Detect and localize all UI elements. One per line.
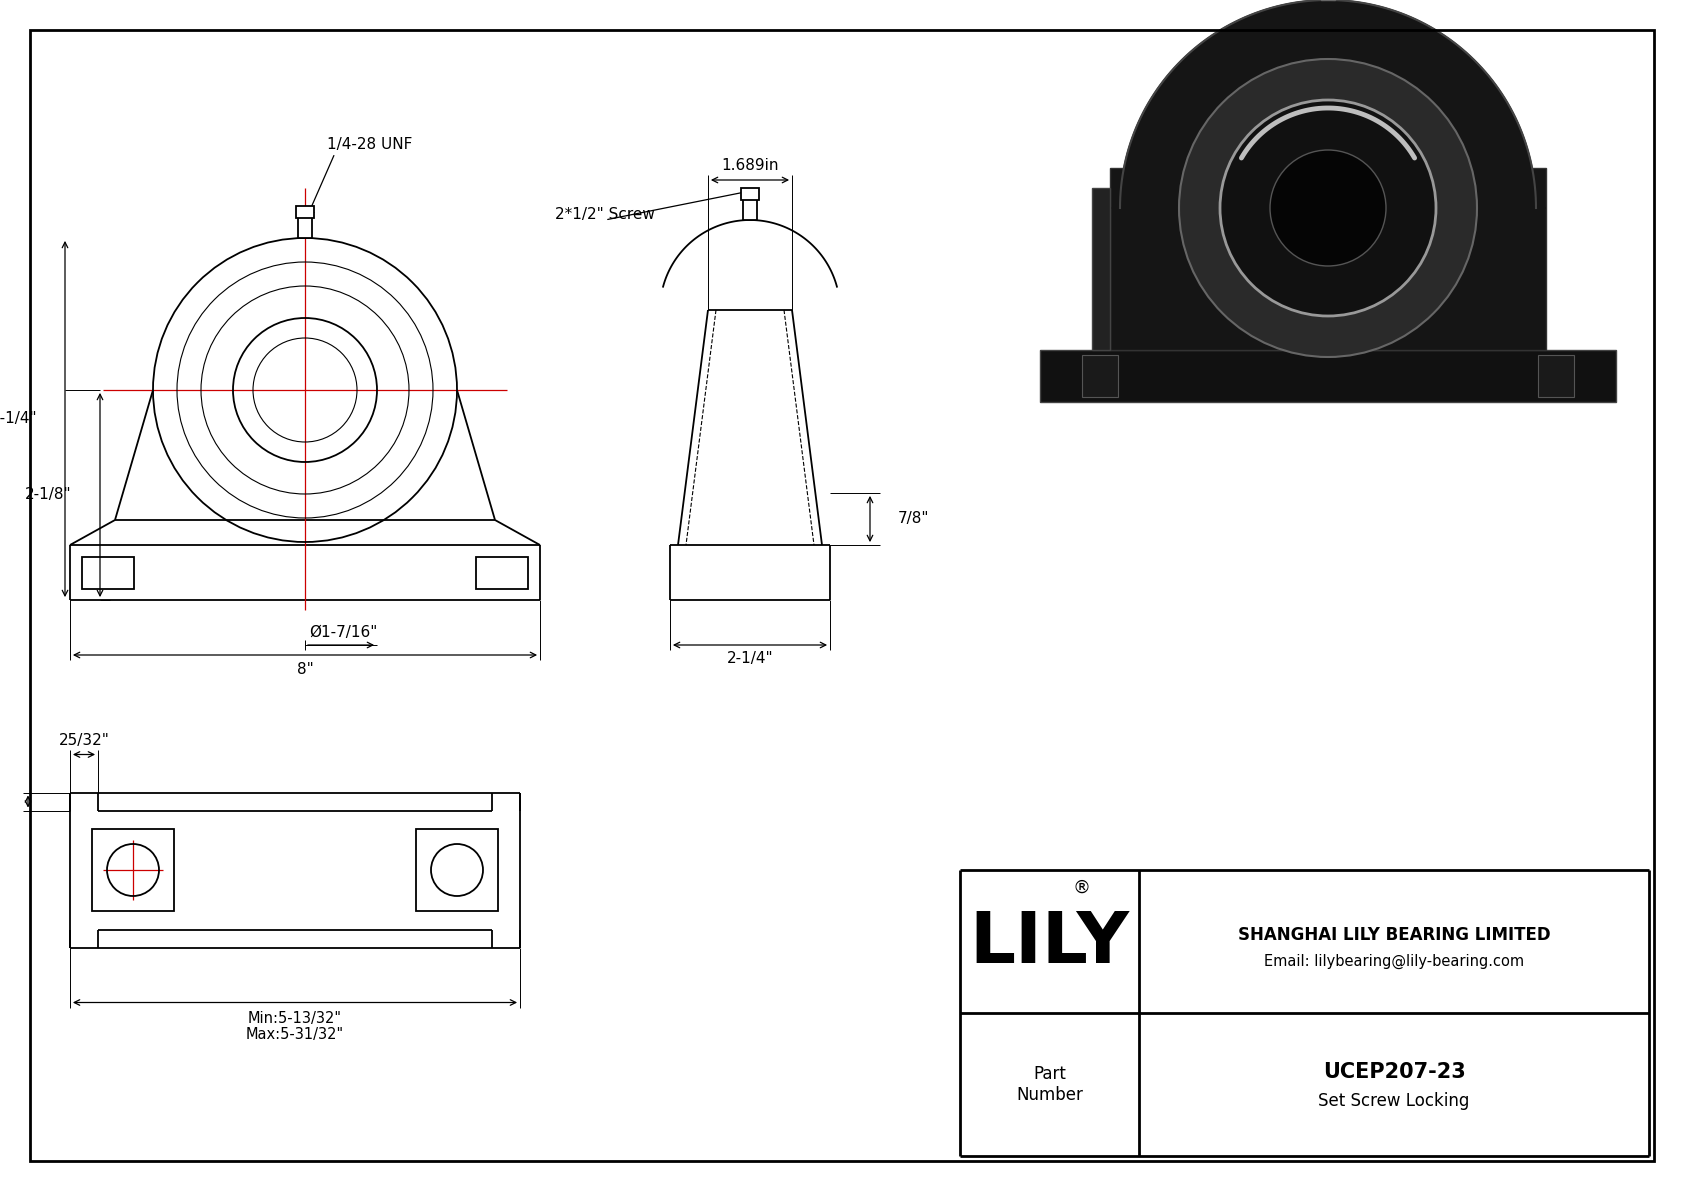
Text: ®: ® — [1073, 879, 1090, 897]
Text: LILY: LILY — [970, 909, 1130, 978]
Text: 7/8": 7/8" — [898, 511, 930, 526]
Text: 25/32": 25/32" — [59, 732, 109, 748]
Text: Min:5-13/32": Min:5-13/32" — [248, 1011, 342, 1025]
Text: 1/4-28 UNF: 1/4-28 UNF — [327, 137, 413, 152]
Bar — [296, 206, 313, 218]
Text: 2-1/4": 2-1/4" — [727, 651, 773, 667]
Text: 1.689in: 1.689in — [721, 158, 778, 174]
Text: UCEP207-23: UCEP207-23 — [1322, 1062, 1465, 1083]
Text: 4-1/4": 4-1/4" — [0, 412, 37, 426]
Circle shape — [1086, 362, 1115, 389]
Text: Set Screw Locking: Set Screw Locking — [1319, 1091, 1470, 1110]
Polygon shape — [1110, 0, 1546, 208]
Text: Max:5-31/32": Max:5-31/32" — [246, 1027, 344, 1042]
Bar — [93, 829, 173, 911]
Text: SHANGHAI LILY BEARING LIMITED: SHANGHAI LILY BEARING LIMITED — [1238, 927, 1551, 944]
Circle shape — [1219, 100, 1436, 316]
Bar — [741, 188, 759, 200]
Text: 2*1/2" Screw: 2*1/2" Screw — [556, 207, 655, 223]
Bar — [1537, 355, 1575, 397]
Bar — [477, 556, 529, 588]
Bar — [1041, 350, 1617, 403]
Text: 2-1/8": 2-1/8" — [25, 487, 72, 503]
Circle shape — [1543, 362, 1569, 389]
Bar — [1091, 188, 1110, 350]
Circle shape — [1179, 60, 1477, 357]
Text: Part
Number: Part Number — [1015, 1065, 1083, 1104]
Bar — [1010, 48, 1645, 450]
Bar — [743, 198, 758, 220]
Bar — [1110, 168, 1546, 350]
Text: Ø1-7/16": Ø1-7/16" — [308, 624, 377, 640]
Bar — [1083, 355, 1118, 397]
Bar — [416, 829, 498, 911]
Text: 8": 8" — [296, 661, 313, 676]
Circle shape — [1270, 150, 1386, 266]
Bar — [83, 556, 135, 588]
Bar — [298, 216, 312, 238]
Text: Email: lilybearing@lily-bearing.com: Email: lilybearing@lily-bearing.com — [1265, 954, 1524, 969]
